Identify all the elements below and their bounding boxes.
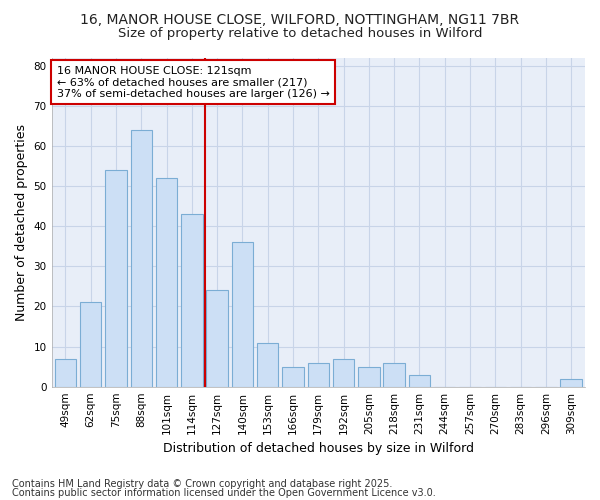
- X-axis label: Distribution of detached houses by size in Wilford: Distribution of detached houses by size …: [163, 442, 474, 455]
- Text: 16, MANOR HOUSE CLOSE, WILFORD, NOTTINGHAM, NG11 7BR: 16, MANOR HOUSE CLOSE, WILFORD, NOTTINGH…: [80, 12, 520, 26]
- Text: Contains public sector information licensed under the Open Government Licence v3: Contains public sector information licen…: [12, 488, 436, 498]
- Y-axis label: Number of detached properties: Number of detached properties: [15, 124, 28, 320]
- Bar: [55, 358, 76, 386]
- Bar: [560, 378, 582, 386]
- Bar: [383, 362, 405, 386]
- Text: 16 MANOR HOUSE CLOSE: 121sqm
← 63% of detached houses are smaller (217)
37% of s: 16 MANOR HOUSE CLOSE: 121sqm ← 63% of de…: [57, 66, 330, 99]
- Bar: [308, 362, 329, 386]
- Bar: [156, 178, 178, 386]
- Bar: [105, 170, 127, 386]
- Text: Contains HM Land Registry data © Crown copyright and database right 2025.: Contains HM Land Registry data © Crown c…: [12, 479, 392, 489]
- Bar: [333, 358, 354, 386]
- Bar: [282, 366, 304, 386]
- Bar: [131, 130, 152, 386]
- Bar: [358, 366, 380, 386]
- Bar: [206, 290, 228, 386]
- Bar: [232, 242, 253, 386]
- Bar: [257, 342, 278, 386]
- Bar: [80, 302, 101, 386]
- Bar: [409, 374, 430, 386]
- Bar: [181, 214, 203, 386]
- Text: Size of property relative to detached houses in Wilford: Size of property relative to detached ho…: [118, 28, 482, 40]
